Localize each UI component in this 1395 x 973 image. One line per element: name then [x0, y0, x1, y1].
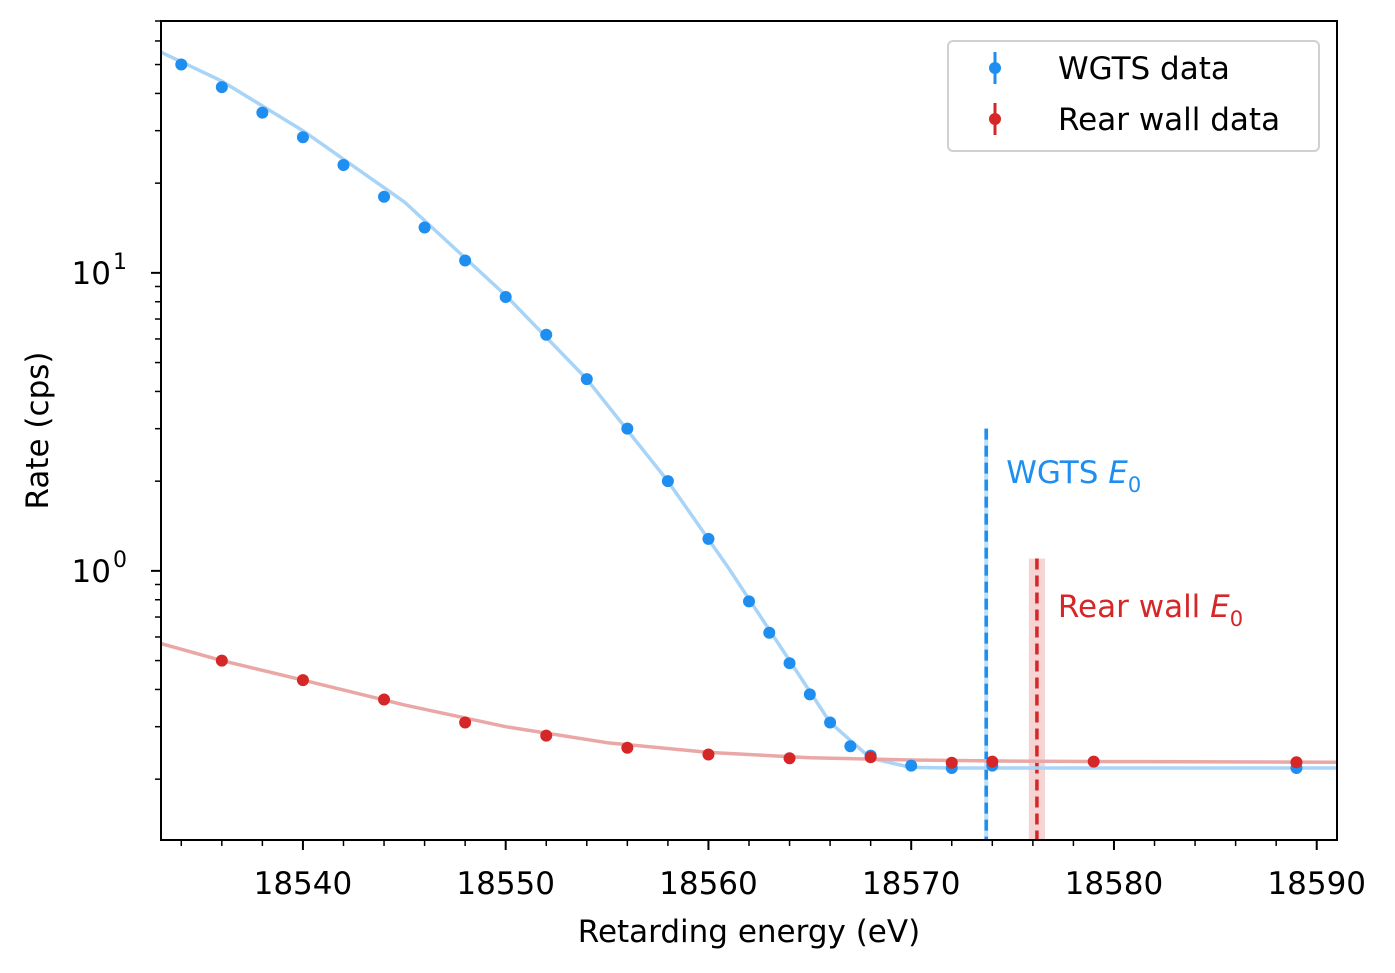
data-point-series1 — [1290, 756, 1303, 769]
data-point-series0 — [459, 254, 472, 267]
data-point-series1 — [986, 755, 999, 768]
legend-marker-1 — [989, 113, 1001, 125]
legend: WGTS data Rear wall data — [947, 40, 1320, 152]
x-tick-label: 18540 — [254, 866, 353, 902]
data-point-series0 — [621, 422, 634, 435]
data-point-series0 — [256, 106, 269, 119]
data-point-series1 — [215, 654, 228, 667]
data-point-series1 — [1087, 755, 1100, 768]
data-point-series0 — [844, 740, 857, 753]
data-point-series0 — [824, 716, 837, 729]
legend-marker-0 — [989, 62, 1001, 74]
data-point-series1 — [783, 752, 796, 765]
x-tick-label: 18570 — [862, 866, 961, 902]
data-point-series1 — [540, 729, 553, 742]
data-point-series1 — [459, 716, 472, 729]
data-point-series0 — [743, 595, 755, 608]
legend-label-1: Rear wall data — [1058, 102, 1280, 138]
data-point-series0 — [337, 159, 350, 172]
e0-label-symbol: E — [1210, 589, 1230, 625]
data-point-series1 — [702, 748, 715, 761]
data-point-series0 — [702, 532, 715, 545]
data-point-series0 — [803, 688, 816, 701]
x-tick-label: 18560 — [659, 866, 758, 902]
e0-label-prefix: Rear wall — [1058, 589, 1210, 625]
data-point-series0 — [580, 373, 593, 386]
data-point-series0 — [378, 190, 391, 203]
x-tick-label: 18580 — [1065, 866, 1164, 902]
fit-curve-1 — [161, 641, 1337, 764]
data-point-series0 — [215, 81, 228, 94]
y-tick-label-exponent: 0 — [113, 548, 127, 573]
x-tick-label: 18550 — [456, 866, 555, 902]
e0-label-subscript: 0 — [1230, 607, 1243, 631]
data-point-series1 — [864, 751, 877, 764]
y-tick-label: 10 — [72, 256, 111, 292]
data-point-series0 — [418, 221, 431, 234]
e0-label-subscript: 0 — [1128, 473, 1141, 497]
data-point-series0 — [763, 626, 776, 639]
data-point-series0 — [905, 759, 918, 772]
e0-label-1: Rear wall E0 — [1058, 589, 1243, 631]
x-axis-label: Retarding energy (eV) — [578, 914, 920, 950]
plot-content — [161, 50, 1337, 840]
y-tick-label: 10 — [72, 554, 111, 590]
data-point-series0 — [296, 131, 309, 144]
x-tick-label: 18590 — [1267, 866, 1366, 902]
fit-curve-0 — [161, 50, 1337, 770]
data-point-series1 — [945, 756, 958, 769]
data-point-series0 — [175, 58, 188, 71]
data-point-series0 — [499, 290, 512, 303]
e0-label-symbol: E — [1108, 455, 1128, 491]
e0-label-prefix: WGTS — [1006, 455, 1108, 491]
legend-label-0: WGTS data — [1058, 51, 1230, 87]
data-point-series1 — [378, 693, 391, 706]
data-point-series0 — [540, 328, 553, 341]
legend-box — [947, 40, 1320, 152]
data-point-series1 — [621, 741, 634, 754]
data-point-series0 — [783, 657, 796, 670]
data-point-series1 — [296, 674, 309, 687]
e0-label-0: WGTS E0 — [1006, 455, 1141, 497]
y-axis-label: Rate (cps) — [20, 352, 56, 510]
y-tick-label-exponent: 1 — [113, 250, 127, 275]
data-point-series0 — [661, 475, 674, 488]
